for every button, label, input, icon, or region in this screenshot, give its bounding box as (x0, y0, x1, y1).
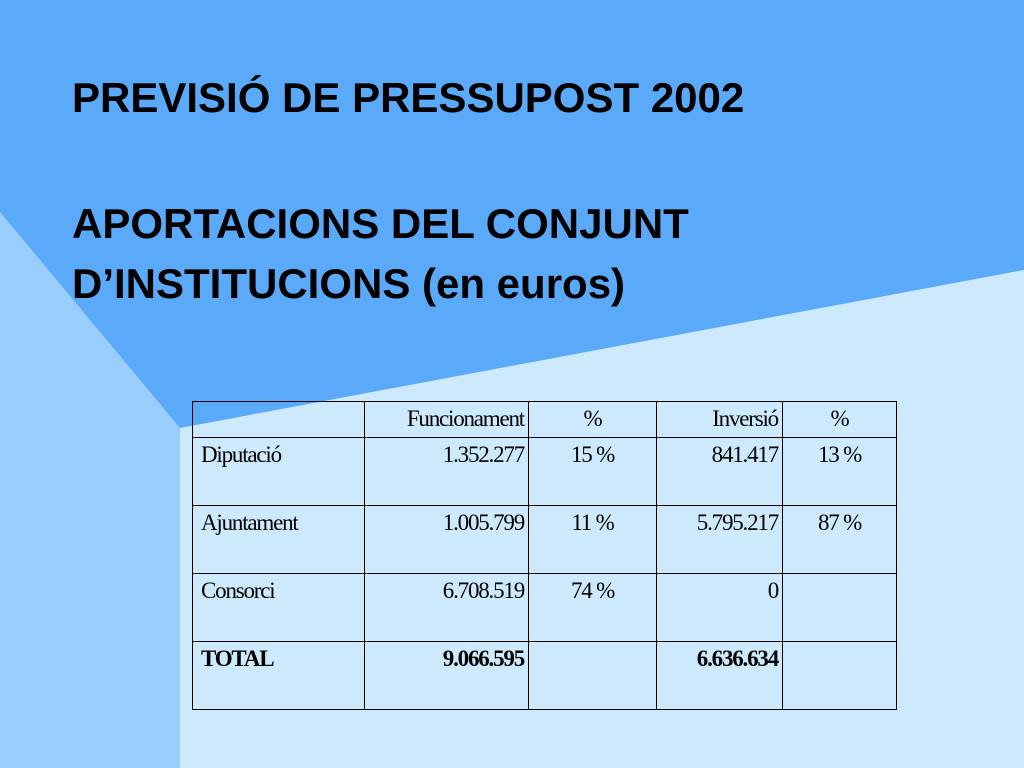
total-inversio-pct (782, 641, 897, 710)
title-line-3: D’INSTITUCIONS (en euros) (72, 260, 626, 307)
row-entity: Ajuntament (192, 505, 365, 574)
row-inversio: 841.417 (656, 437, 783, 506)
table-row: Consorci 6.708.519 74 % 0 (192, 573, 897, 642)
header-funcionament: Funcionament (364, 401, 529, 438)
row-funcionament: 1.352.277 (364, 437, 529, 506)
slide-title: PREVISIÓ DE PRESSUPOST 2002 APORTACIONS … (72, 68, 1002, 314)
row-inversio: 5.795.217 (656, 505, 783, 574)
row-entity: Consorci (192, 573, 365, 642)
header-inversio-pct: % (782, 401, 897, 438)
title-line-1: PREVISIÓ DE PRESSUPOST 2002 (72, 74, 745, 121)
row-inversio: 0 (656, 573, 783, 642)
table-header-row: Funcionament % Inversió % (192, 401, 897, 438)
table-row: Diputació 1.352.277 15 % 841.417 13 % (192, 437, 897, 506)
row-inversio-pct (782, 573, 897, 642)
row-funcionament-pct: 74 % (528, 573, 657, 642)
background-dark-area (0, 0, 1024, 428)
total-entity: TOTAL (192, 641, 365, 710)
total-funcionament-pct (528, 641, 657, 710)
row-inversio-pct: 13 % (782, 437, 897, 506)
row-entity: Diputació (192, 437, 365, 506)
row-funcionament-pct: 15 % (528, 437, 657, 506)
row-funcionament: 6.708.519 (364, 573, 529, 642)
header-funcionament-pct: % (528, 401, 657, 438)
row-funcionament-pct: 11 % (528, 505, 657, 574)
total-inversio: 6.636.634 (656, 641, 783, 710)
table-row: Ajuntament 1.005.799 11 % 5.795.217 87 % (192, 505, 897, 574)
row-inversio-pct: 87 % (782, 505, 897, 574)
total-funcionament: 9.066.595 (364, 641, 529, 710)
background-mid-band (0, 212, 180, 768)
header-inversio: Inversió (656, 401, 783, 438)
row-funcionament: 1.005.799 (364, 505, 529, 574)
title-gap (72, 128, 1002, 194)
budget-table: Funcionament % Inversió % Diputació 1.35… (192, 401, 897, 710)
header-entity (192, 401, 365, 438)
table-total-row: TOTAL 9.066.595 6.636.634 (192, 641, 897, 710)
title-line-2: APORTACIONS DEL CONJUNT (72, 200, 689, 247)
